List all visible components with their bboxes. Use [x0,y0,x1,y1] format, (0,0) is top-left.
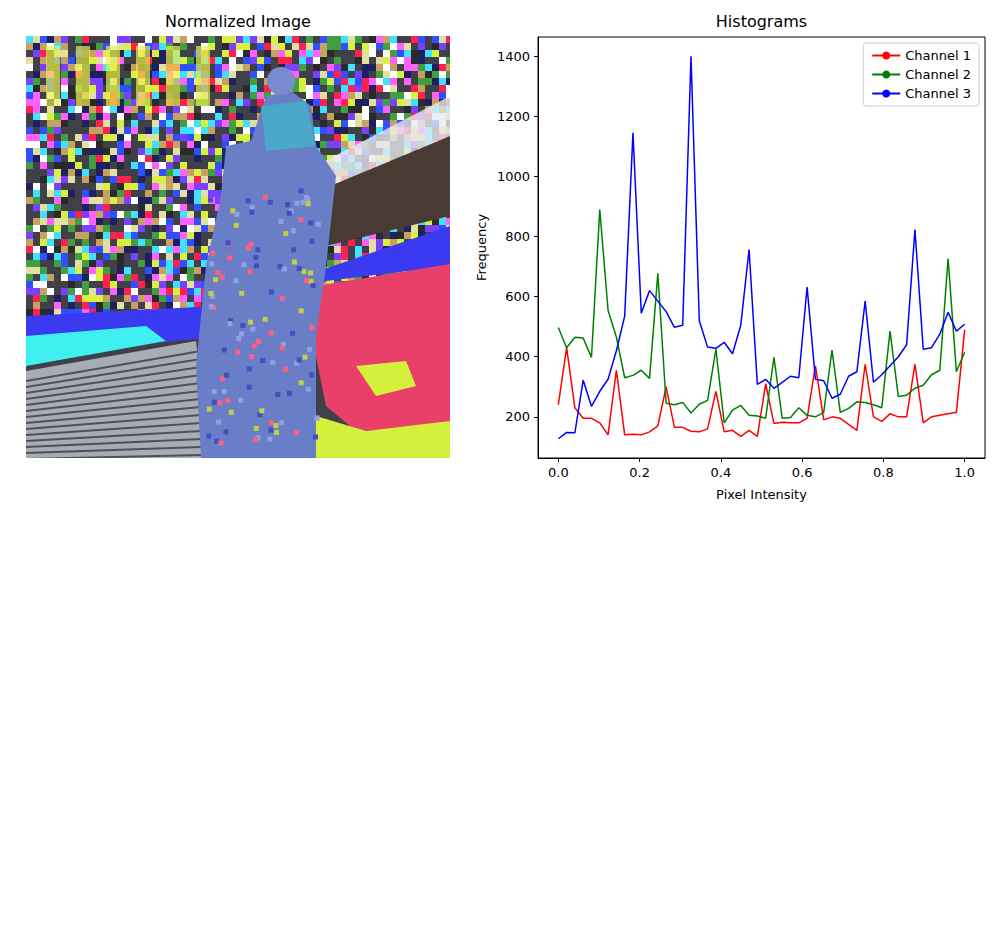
svg-text:0.0: 0.0 [548,465,569,480]
svg-text:1.0: 1.0 [954,465,975,480]
svg-text:400: 400 [505,349,530,364]
svg-text:Channel 3: Channel 3 [905,86,971,101]
svg-text:Pixel Intensity: Pixel Intensity [716,487,807,502]
svg-text:0.2: 0.2 [629,465,650,480]
svg-text:1000: 1000 [497,169,530,184]
svg-text:0.6: 0.6 [792,465,813,480]
svg-text:1400: 1400 [497,49,530,64]
svg-text:Channel 1: Channel 1 [905,48,971,63]
svg-text:Frequency: Frequency [474,214,489,281]
svg-text:0.8: 0.8 [873,465,894,480]
svg-text:0.4: 0.4 [711,465,732,480]
svg-text:800: 800 [505,229,530,244]
svg-text:Channel 2: Channel 2 [905,67,971,82]
svg-text:Normalized Image: Normalized Image [165,12,311,31]
svg-text:200: 200 [505,409,530,424]
svg-text:Histograms: Histograms [716,12,807,31]
svg-text:1200: 1200 [497,109,530,124]
svg-text:600: 600 [505,289,530,304]
